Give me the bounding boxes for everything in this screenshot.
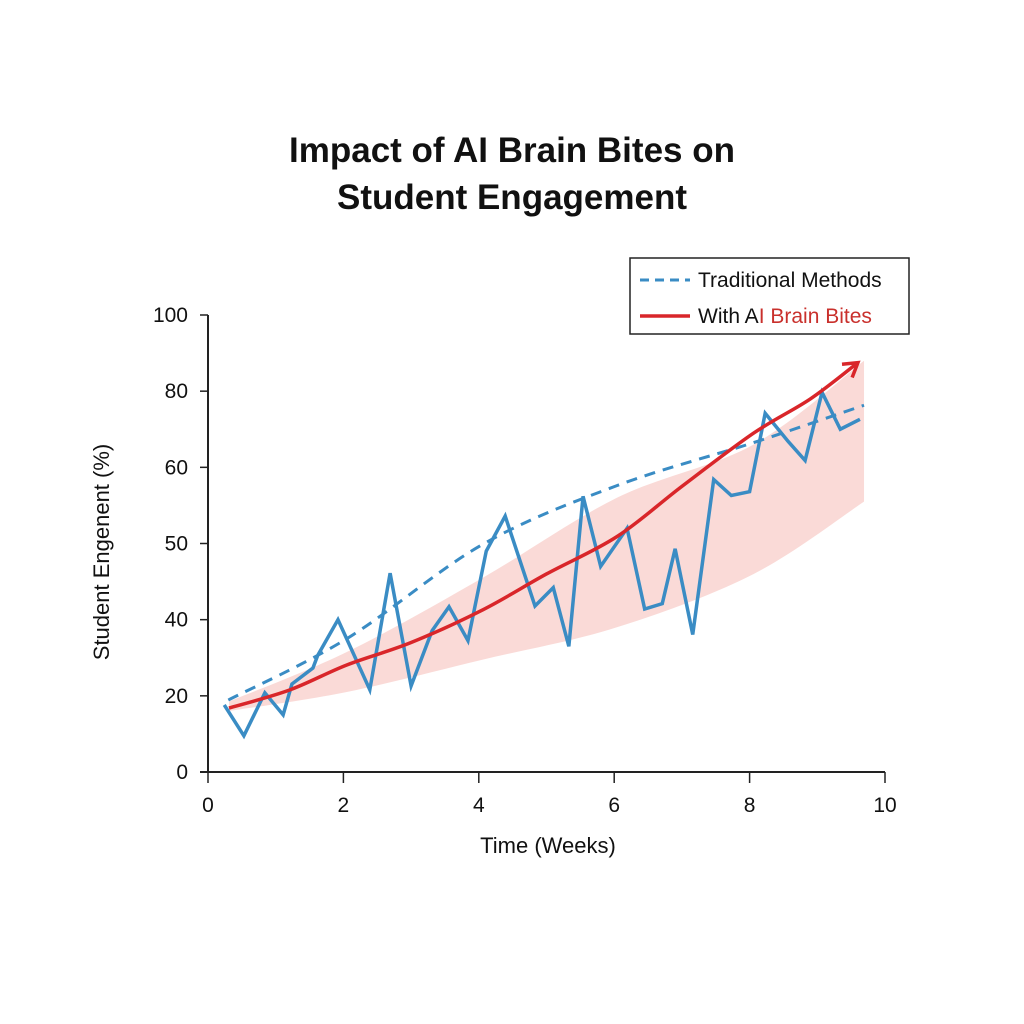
x-tick-label: 10 — [873, 794, 896, 817]
x-tick-label: 6 — [608, 794, 620, 817]
x-axis-label: Time (Weeks) — [480, 833, 616, 858]
y-tick-label: 80 — [165, 380, 188, 403]
series-lines-layer — [222, 360, 865, 740]
y-axis-ticks: 0 20 40 50 60 80 100 — [153, 304, 208, 784]
ai-arrowhead — [841, 360, 861, 379]
y-tick-label: 0 — [176, 761, 188, 784]
legend-ai-label-rest: I Brain Bites — [759, 305, 872, 328]
legend-ai-label: With AI Brain Bites — [698, 305, 872, 328]
traditional-trend-line — [227, 403, 865, 702]
legend: Traditional Methods With AI Brain Bites — [629, 257, 910, 335]
x-tick-label: 2 — [338, 794, 350, 817]
x-tick-label: 0 — [202, 794, 214, 817]
chart-title-line-1: Impact of AI Brain Bites on — [289, 131, 735, 170]
legend-box — [629, 257, 910, 335]
x-axis-ticks: 0 2 4 6 8 10 — [202, 772, 897, 817]
legend-traditional-label: Traditional Methods — [698, 269, 882, 292]
x-tick-label: 4 — [473, 794, 485, 817]
y-tick-label: 50 — [165, 533, 188, 556]
y-tick-label: 20 — [165, 685, 188, 708]
y-tick-label: 100 — [153, 304, 188, 327]
y-tick-label: 40 — [165, 609, 188, 632]
x-tick-label: 8 — [744, 794, 756, 817]
legend-ai-label-prefix: With A — [698, 305, 759, 328]
y-axis-label: Student Engenent (%) — [89, 444, 114, 660]
chart-title-line-2: Student Engagement — [337, 178, 687, 217]
y-tick-label: 60 — [165, 456, 188, 479]
ai-brain-bites-line — [228, 361, 859, 710]
ai-range-band — [228, 360, 865, 712]
traditional-observed-line — [222, 387, 861, 740]
ai-range-band-layer — [228, 360, 865, 712]
